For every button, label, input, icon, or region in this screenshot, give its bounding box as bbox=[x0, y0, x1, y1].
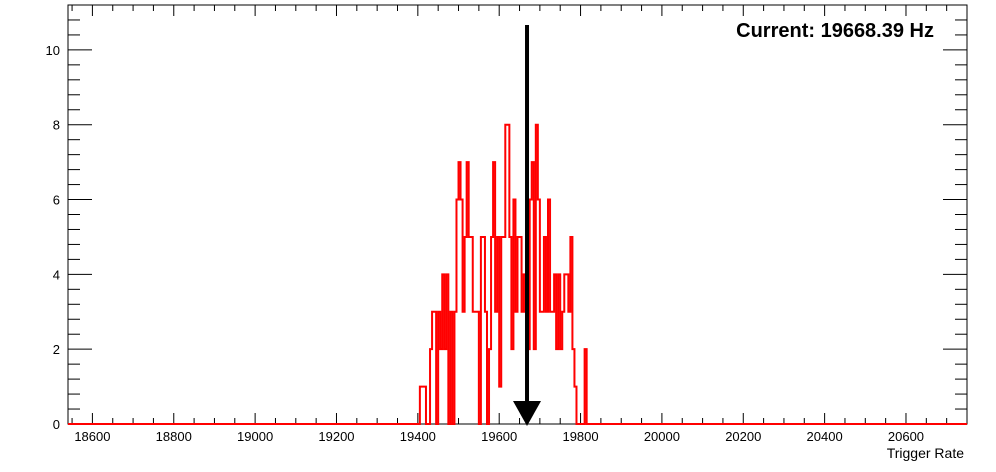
y-axis-tick-labels: 0 2 4 6 8 10 bbox=[46, 43, 60, 432]
y-tick-label: 4 bbox=[53, 267, 60, 282]
x-tick-label: 18600 bbox=[74, 429, 110, 444]
current-value-arrow bbox=[513, 25, 542, 426]
x-tick-label: 20000 bbox=[644, 429, 680, 444]
x-axis-ticks bbox=[71, 5, 968, 424]
x-tick-label: 20400 bbox=[807, 429, 843, 444]
x-tick-label: 19600 bbox=[481, 429, 517, 444]
x-tick-label: 18800 bbox=[156, 429, 192, 444]
x-tick-label: 19800 bbox=[562, 429, 598, 444]
plot-frame bbox=[67, 4, 968, 425]
x-tick-label: 20200 bbox=[725, 429, 761, 444]
y-tick-label: 2 bbox=[53, 342, 60, 357]
histogram-line bbox=[68, 123, 967, 425]
x-axis-tick-labels: 18600 18800 19000 19200 19400 19600 19800 20000… bbox=[74, 429, 924, 444]
x-tick-label: 19400 bbox=[400, 429, 436, 444]
y-tick-label: 8 bbox=[53, 118, 60, 133]
arrow-head bbox=[513, 401, 542, 426]
current-value-label: Current: 19668.39 Hz bbox=[736, 20, 934, 42]
x-axis-title: Trigger Rate bbox=[887, 445, 965, 461]
y-axis-ticks bbox=[68, 4, 967, 425]
y-tick-label: 6 bbox=[53, 193, 60, 208]
y-tick-label: 0 bbox=[53, 417, 60, 432]
x-tick-label: 20600 bbox=[888, 429, 924, 444]
x-tick-label: 19000 bbox=[237, 429, 273, 444]
x-tick-label: 19200 bbox=[318, 429, 354, 444]
y-tick-label: 10 bbox=[46, 43, 60, 58]
